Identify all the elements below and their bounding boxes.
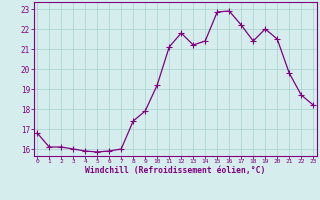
X-axis label: Windchill (Refroidissement éolien,°C): Windchill (Refroidissement éolien,°C) <box>85 166 265 175</box>
